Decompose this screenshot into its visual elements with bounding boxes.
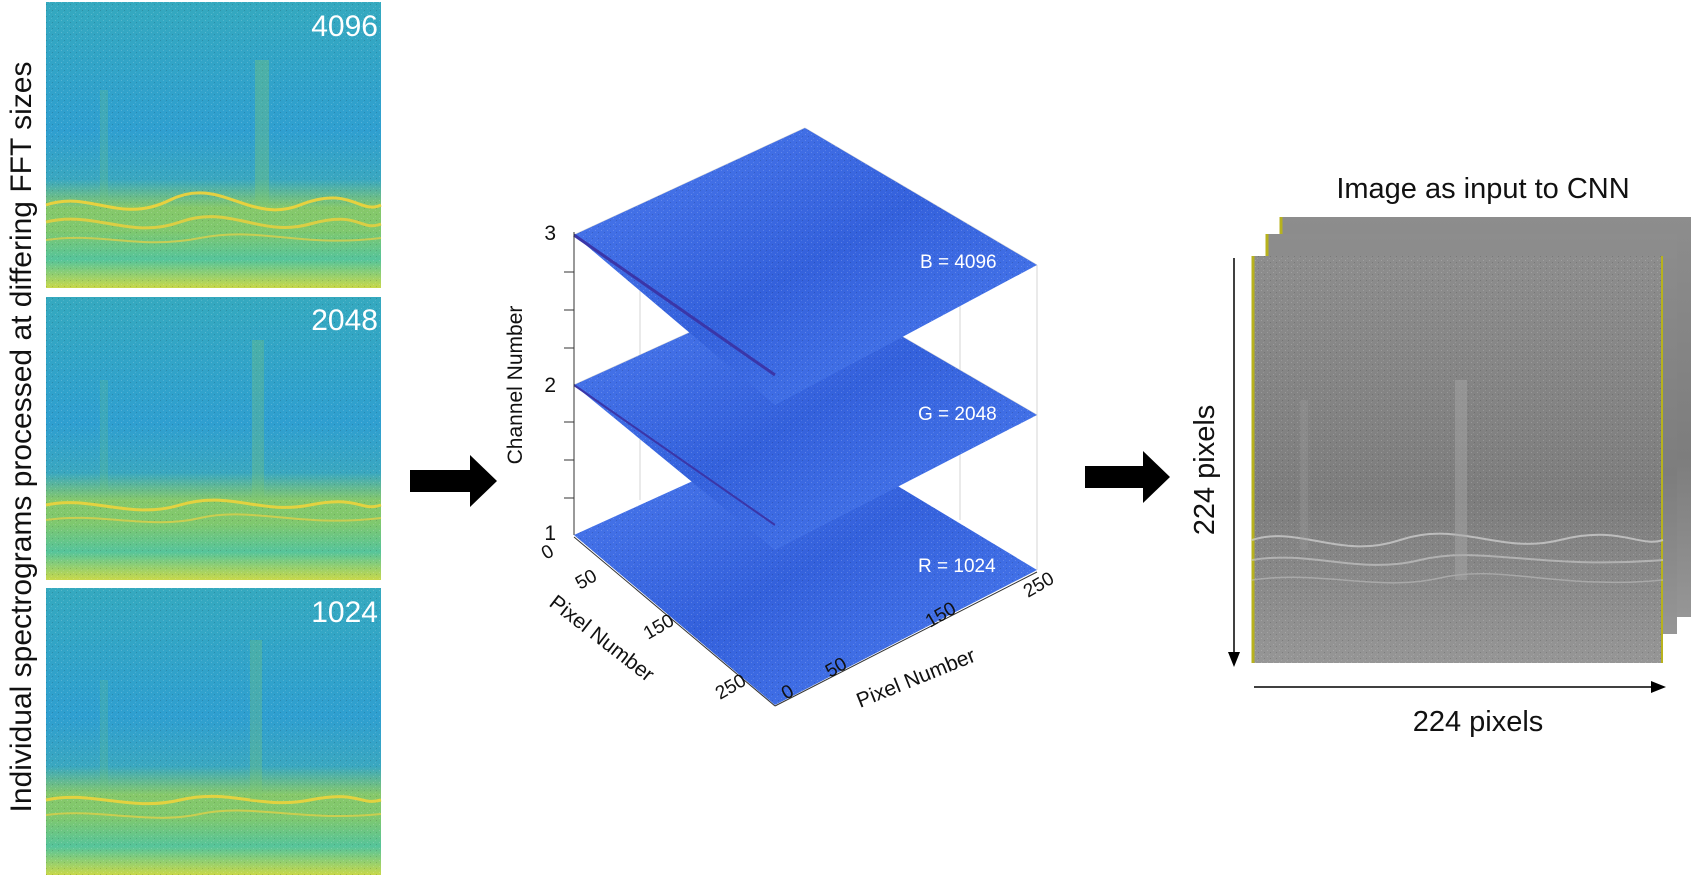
fft-label-2048: 2048 bbox=[311, 304, 378, 337]
width-arrow bbox=[1254, 681, 1666, 693]
z-tick-2: 2 bbox=[544, 374, 556, 397]
spectrogram-2048: 2048 bbox=[45, 297, 382, 580]
z-axis-label: Channel Number bbox=[504, 306, 527, 465]
height-arrow bbox=[1228, 258, 1240, 667]
spectrogram-4096: 4096 bbox=[45, 2, 382, 288]
spectrogram-1024: 1024 bbox=[45, 588, 382, 875]
x-tick-50: 50 bbox=[572, 566, 601, 595]
y-axis-line bbox=[774, 571, 1038, 707]
layer-label-b: B = 4096 bbox=[920, 252, 997, 273]
width-label: 224 pixels bbox=[1413, 706, 1544, 738]
x-axis-line bbox=[573, 536, 776, 707]
middle-panel-3d-stack: B = 4096 G = 2048 R = 1024 3 2 1 Channel… bbox=[504, 127, 1058, 713]
z-axis-minor-ticks bbox=[564, 271, 574, 499]
z-tick-1: 1 bbox=[544, 522, 556, 545]
height-label: 224 pixels bbox=[1189, 405, 1221, 536]
arrow-left-to-middle bbox=[410, 455, 497, 507]
layer-label-g: G = 2048 bbox=[918, 404, 997, 425]
z-tick-3: 3 bbox=[544, 222, 556, 245]
fft-label-1024: 1024 bbox=[311, 596, 378, 629]
cnn-title: Image as input to CNN bbox=[1336, 173, 1629, 205]
x-axis-label: Pixel Number bbox=[545, 591, 658, 687]
cnn-image-layer-front bbox=[1251, 256, 1664, 663]
left-panel: Individual spectrograms processed at dif… bbox=[5, 2, 382, 875]
left-vertical-caption: Individual spectrograms processed at dif… bbox=[5, 62, 38, 813]
fft-label-4096: 4096 bbox=[311, 10, 378, 43]
arrow-middle-to-right bbox=[1085, 451, 1170, 503]
layer-label-r: R = 1024 bbox=[918, 556, 996, 577]
right-panel: Image as input to CNN 224 pixels bbox=[1189, 173, 1691, 738]
